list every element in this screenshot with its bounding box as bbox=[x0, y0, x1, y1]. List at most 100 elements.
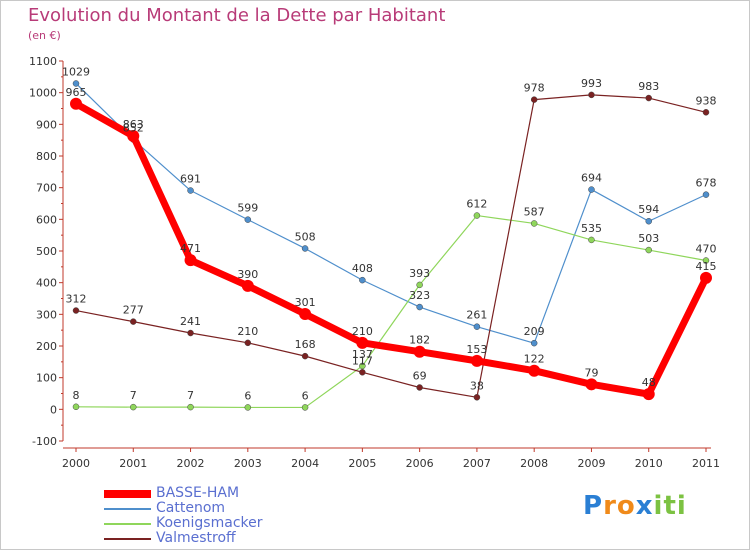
logo-letter: t bbox=[663, 491, 677, 521]
data-label-valmestroff: 312 bbox=[66, 293, 87, 306]
x-tick-label: 2005 bbox=[348, 457, 376, 470]
data-point-valmestroff bbox=[473, 394, 481, 401]
data-label-koenigsmacker: 587 bbox=[524, 205, 545, 218]
data-point-basse-ham bbox=[70, 97, 82, 110]
data-label-valmestroff: 938 bbox=[696, 94, 717, 107]
y-tick-label: 900 bbox=[36, 118, 57, 131]
data-point-koenigsmacker bbox=[416, 281, 423, 289]
data-label-basse-ham: 390 bbox=[237, 268, 258, 281]
data-label-valmestroff: 117 bbox=[352, 354, 373, 367]
data-point-koenigsmacker bbox=[588, 236, 595, 244]
data-point-basse-ham bbox=[642, 388, 655, 401]
data-label-basse-ham: 79 bbox=[584, 366, 598, 379]
data-label-valmestroff: 277 bbox=[123, 304, 144, 317]
data-label-koenigsmacker: 6 bbox=[244, 389, 251, 402]
data-point-cattenom bbox=[72, 80, 80, 87]
data-point-basse-ham bbox=[585, 378, 598, 391]
data-label-valmestroff: 38 bbox=[470, 379, 484, 392]
data-label-cattenom: 852 bbox=[123, 122, 144, 135]
chart-legend: BASSE-HAM Cattenom Koenigsmacker Valmestrof… bbox=[104, 486, 263, 546]
legend-item-valmestroff: Valmestroff bbox=[104, 531, 263, 546]
data-label-cattenom: 209 bbox=[524, 325, 545, 338]
proxiti-logo: Proxiti bbox=[583, 491, 687, 521]
x-tick-label: 2010 bbox=[635, 457, 663, 470]
y-tick-label: 1100 bbox=[29, 55, 57, 68]
y-tick-label: 800 bbox=[36, 150, 57, 163]
legend-swatch bbox=[104, 522, 151, 525]
data-point-valmestroff bbox=[645, 94, 652, 102]
data-label-valmestroff: 168 bbox=[295, 338, 316, 351]
x-tick-label: 2007 bbox=[463, 457, 491, 470]
data-label-basse-ham: 415 bbox=[696, 260, 717, 273]
logo-letter: i bbox=[676, 491, 687, 521]
data-label-cattenom: 594 bbox=[638, 203, 659, 216]
data-point-valmestroff bbox=[72, 307, 80, 314]
data-label-koenigsmacker: 503 bbox=[638, 232, 659, 245]
data-point-valmestroff bbox=[301, 352, 309, 360]
data-point-koenigsmacker bbox=[645, 246, 652, 254]
data-point-cattenom bbox=[702, 191, 710, 198]
legend-label: Koenigsmacker bbox=[156, 515, 263, 531]
data-point-cattenom bbox=[473, 323, 481, 330]
data-point-koenigsmacker bbox=[72, 403, 80, 411]
data-label-basse-ham: 471 bbox=[180, 242, 201, 255]
data-label-basse-ham: 210 bbox=[352, 325, 373, 338]
legend-swatch bbox=[104, 489, 151, 498]
data-label-cattenom: 599 bbox=[237, 202, 258, 215]
data-point-basse-ham bbox=[241, 279, 254, 292]
data-label-koenigsmacker: 535 bbox=[581, 222, 602, 235]
x-tick-label: 2009 bbox=[577, 457, 605, 470]
data-point-koenigsmacker bbox=[702, 257, 710, 264]
x-tick-label: 2001 bbox=[119, 457, 147, 470]
data-point-koenigsmacker bbox=[473, 212, 481, 219]
data-point-basse-ham bbox=[184, 254, 197, 267]
data-point-cattenom bbox=[588, 186, 595, 193]
data-label-valmestroff: 241 bbox=[180, 315, 201, 328]
logo-letter: x bbox=[635, 491, 654, 521]
data-label-cattenom: 678 bbox=[696, 177, 717, 190]
data-point-cattenom bbox=[244, 216, 252, 223]
y-tick-label: 400 bbox=[36, 277, 57, 290]
data-point-valmestroff bbox=[702, 109, 710, 116]
x-tick-label: 2003 bbox=[234, 457, 262, 470]
chart-title: Evolution du Montant de la Dette par Hab… bbox=[28, 5, 446, 26]
data-label-koenigsmacker: 137 bbox=[352, 348, 373, 361]
data-point-basse-ham bbox=[356, 336, 369, 349]
data-label-cattenom: 1029 bbox=[62, 65, 90, 78]
data-label-koenigsmacker: 612 bbox=[466, 198, 487, 211]
data-point-cattenom bbox=[301, 245, 309, 252]
data-point-valmestroff bbox=[416, 384, 423, 391]
x-tick-label: 2004 bbox=[291, 457, 319, 470]
legend-label: Valmestroff bbox=[156, 530, 236, 546]
y-tick-label: 700 bbox=[36, 182, 57, 195]
data-label-koenigsmacker: 393 bbox=[409, 267, 430, 280]
data-label-valmestroff: 978 bbox=[524, 82, 545, 95]
x-tick-label: 2000 bbox=[62, 457, 90, 470]
y-tick-label: 200 bbox=[36, 340, 57, 353]
y-tick-label: 1000 bbox=[29, 87, 57, 100]
data-label-valmestroff: 993 bbox=[581, 77, 602, 90]
data-point-koenigsmacker bbox=[187, 403, 194, 411]
data-label-basse-ham: 153 bbox=[466, 343, 487, 356]
series-line-cattenom bbox=[75, 82, 707, 344]
data-label-basse-ham: 182 bbox=[409, 334, 430, 347]
x-tick-label: 2011 bbox=[692, 457, 720, 470]
logo-letter: i bbox=[653, 491, 664, 521]
legend-item-koenigsmacker: Koenigsmacker bbox=[104, 516, 263, 531]
data-point-valmestroff bbox=[359, 369, 366, 376]
data-point-valmestroff bbox=[244, 339, 252, 347]
data-point-cattenom bbox=[416, 303, 423, 311]
data-point-koenigsmacker bbox=[244, 404, 252, 411]
series-line-valmestroff bbox=[75, 94, 707, 398]
data-point-valmestroff bbox=[588, 91, 595, 99]
data-label-valmestroff: 210 bbox=[237, 325, 258, 338]
data-point-koenigsmacker bbox=[301, 404, 309, 411]
legend-item-basse-ham: BASSE-HAM bbox=[104, 486, 263, 501]
data-label-koenigsmacker: 7 bbox=[130, 389, 137, 402]
data-label-valmestroff: 69 bbox=[413, 369, 427, 382]
data-label-basse-ham: 863 bbox=[123, 118, 144, 131]
data-label-koenigsmacker: 8 bbox=[73, 389, 80, 402]
data-point-cattenom bbox=[359, 276, 366, 284]
